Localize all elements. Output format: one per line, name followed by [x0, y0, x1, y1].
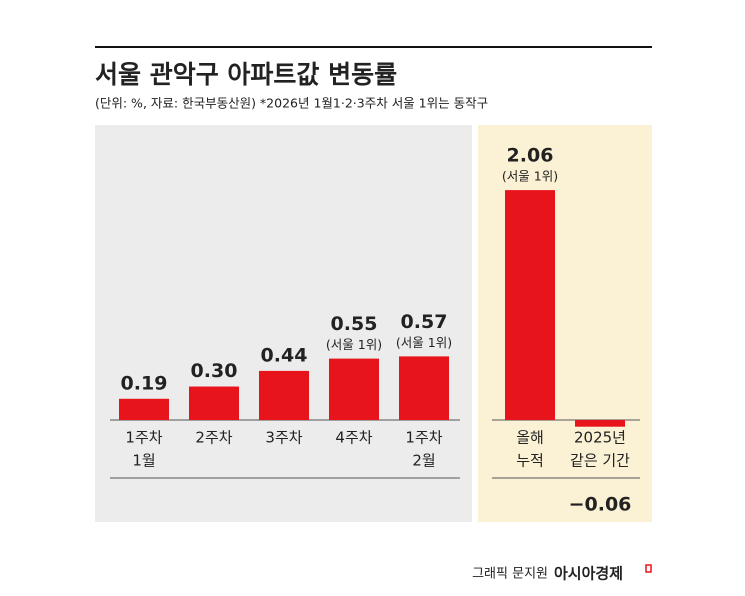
- value-label: 0.44: [261, 344, 308, 366]
- value-note: (서울 1위): [396, 335, 452, 350]
- panel: [95, 125, 472, 522]
- x-tick-label: 같은 기간: [570, 452, 630, 470]
- x-tick-label: 1주차: [125, 429, 162, 447]
- credit: 그래픽 문지원: [472, 567, 548, 582]
- bar: [575, 420, 625, 427]
- value-label: −0.06: [569, 494, 632, 516]
- subtitle: (단위: %, 자료: 한국부동산원) *2026년 1월1·2·3주차 서울 …: [95, 96, 488, 111]
- x-tick-label: 2월: [412, 452, 435, 470]
- value-note: (서울 1위): [326, 337, 382, 352]
- x-tick-label: 1주차: [405, 429, 442, 447]
- bar: [259, 370, 309, 420]
- bar: [189, 386, 239, 420]
- bar: [505, 190, 555, 420]
- bar: [329, 358, 379, 420]
- x-tick-label: 2주차: [195, 429, 232, 447]
- value-label: 0.30: [191, 360, 238, 382]
- value-label: 0.19: [121, 372, 168, 394]
- x-tick-label: 올해: [516, 429, 544, 447]
- x-tick-label: 1월: [132, 452, 155, 470]
- brand-icon: [645, 564, 652, 573]
- bar: [119, 398, 169, 420]
- bar: [399, 356, 449, 420]
- value-label: 0.57: [401, 311, 448, 333]
- chart-title: 서울 관악구 아파트값 변동률: [95, 60, 397, 89]
- value-label: 0.55: [331, 313, 378, 335]
- x-tick-label: 2025년: [574, 429, 626, 447]
- value-label: 2.06: [507, 145, 554, 167]
- brand: 아시아경제: [554, 565, 623, 583]
- x-tick-label: 누적: [516, 452, 544, 470]
- x-tick-label: 3주차: [265, 429, 302, 447]
- x-tick-label: 4주차: [335, 429, 372, 447]
- value-note: (서울 1위): [502, 169, 558, 184]
